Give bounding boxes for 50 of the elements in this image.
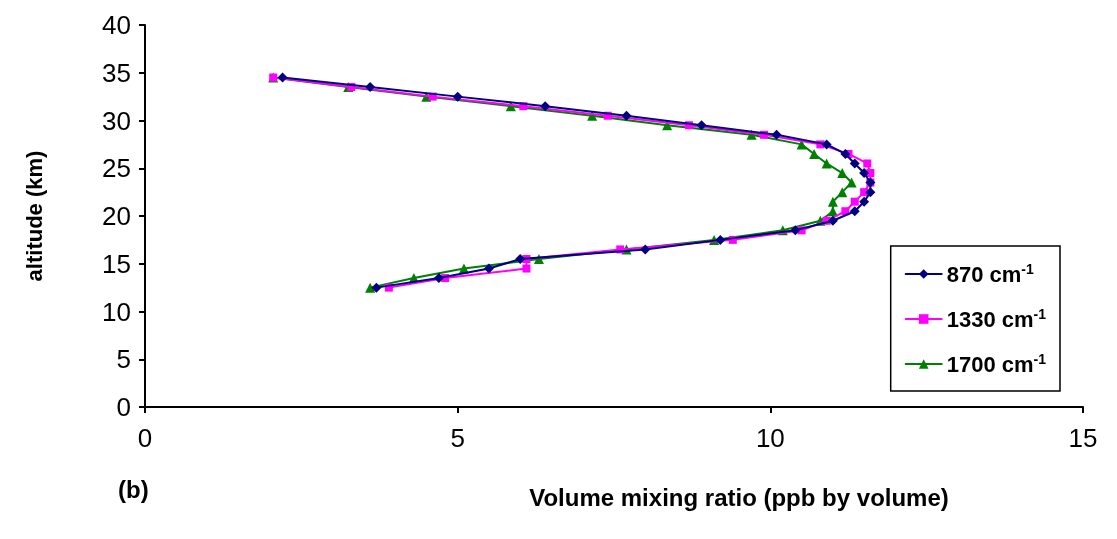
y-tick-label: 15 <box>102 248 131 279</box>
point <box>827 215 838 226</box>
y-tick-label: 10 <box>102 296 131 327</box>
x-tick-label: 0 <box>137 423 153 453</box>
point <box>696 120 707 131</box>
point <box>827 196 838 207</box>
point <box>849 158 860 169</box>
point <box>859 196 870 207</box>
point <box>821 158 832 169</box>
point <box>371 282 382 293</box>
point <box>483 263 494 274</box>
y-tick-label: 35 <box>102 57 131 88</box>
y-tick-label: 20 <box>102 201 131 231</box>
point <box>640 244 651 255</box>
y-tick-label: 30 <box>102 105 131 136</box>
point <box>365 282 376 293</box>
point <box>809 148 820 159</box>
point <box>827 206 838 217</box>
point <box>863 159 872 168</box>
x-tick-label: 10 <box>755 423 785 453</box>
point <box>433 273 444 284</box>
point <box>771 129 782 140</box>
y-tick-label: 0 <box>116 392 131 422</box>
x-tick-label: 5 <box>450 423 465 453</box>
x-axis-title: Volume mixing ratio (ppb by volume) <box>529 483 949 511</box>
point <box>715 234 726 245</box>
point <box>790 225 801 236</box>
point <box>365 82 376 93</box>
x-tick-label: 15 <box>1068 423 1098 453</box>
point <box>821 139 832 150</box>
point <box>849 206 860 217</box>
point <box>277 72 288 83</box>
y-axis-title: altitude (km) <box>21 150 47 282</box>
point <box>837 187 848 198</box>
point <box>837 168 848 179</box>
point <box>621 110 632 121</box>
point <box>515 253 526 264</box>
y-tick-label: 5 <box>116 344 131 375</box>
point <box>850 197 859 206</box>
y-tick-label: 40 <box>102 10 131 40</box>
point <box>452 91 463 102</box>
point <box>522 264 531 273</box>
point <box>865 187 876 198</box>
point <box>841 207 850 216</box>
text: (b) <box>118 475 149 503</box>
point <box>846 177 857 188</box>
point <box>859 168 870 179</box>
y-tick-label: 25 <box>102 153 131 184</box>
point <box>540 101 551 112</box>
point <box>840 148 851 159</box>
